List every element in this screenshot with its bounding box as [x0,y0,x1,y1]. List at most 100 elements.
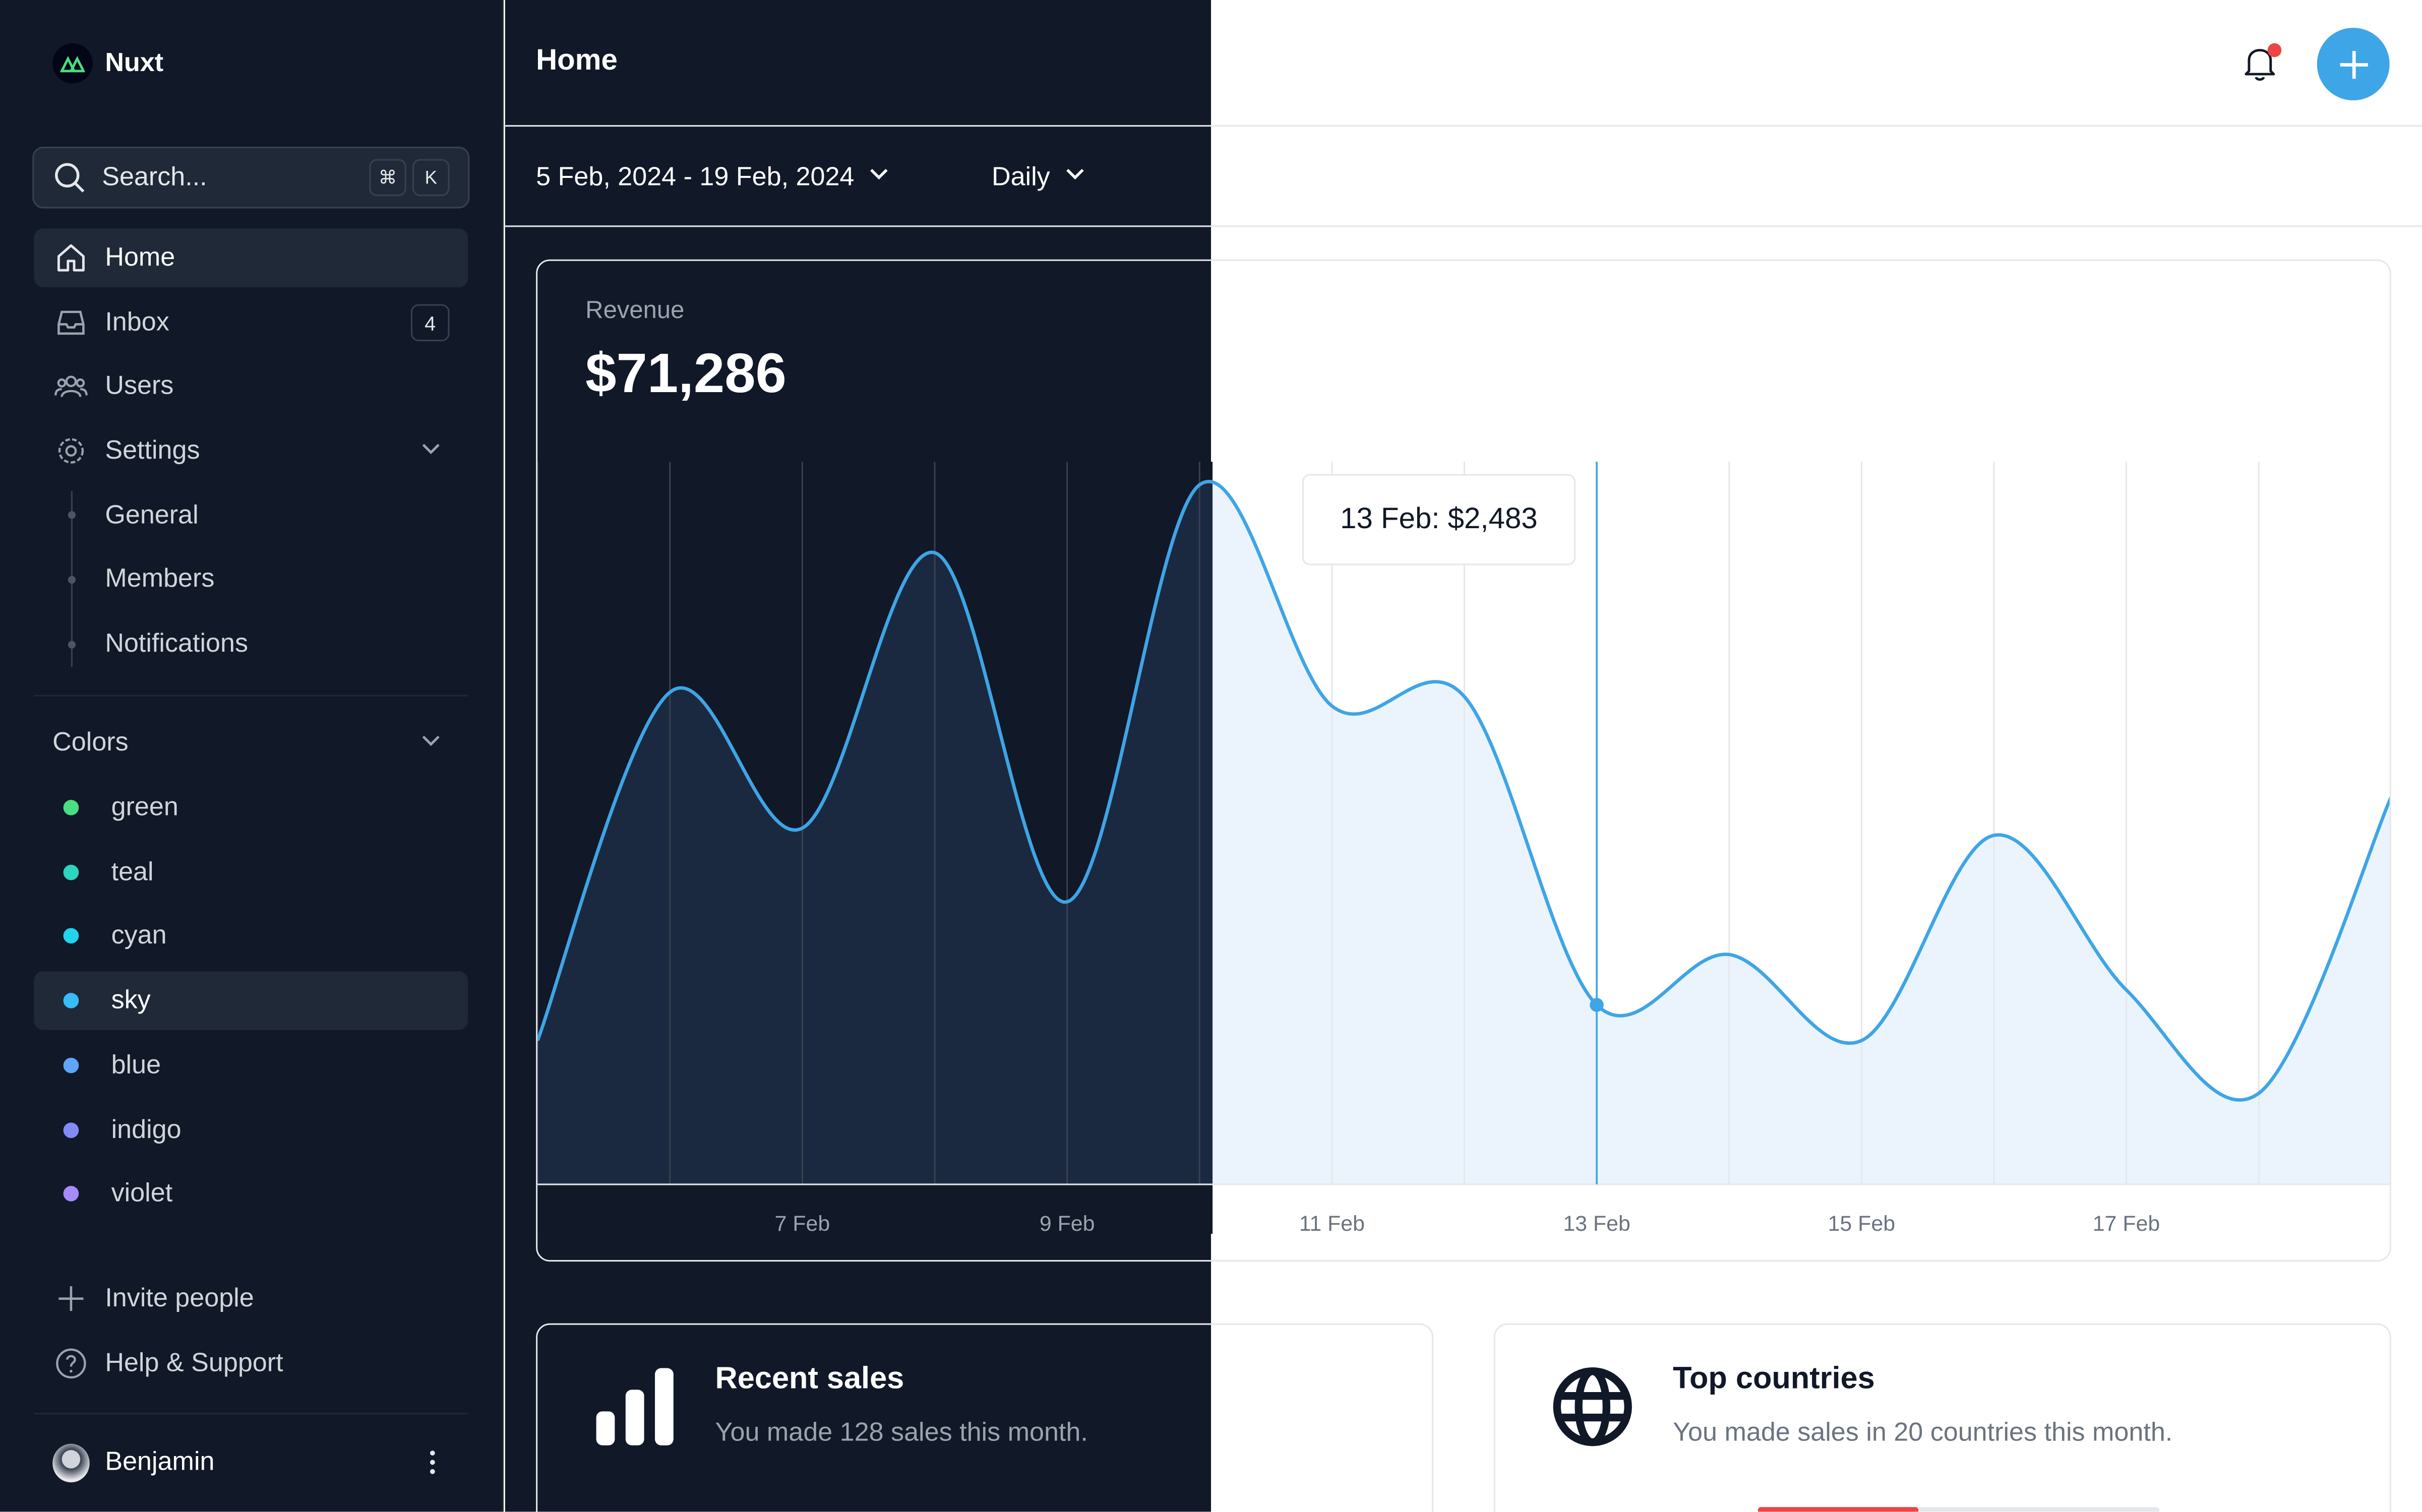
sidebar-item-inbox[interactable]: Inbox 4 [34,293,468,352]
top-countries-card: Top countries You made sales in 20 count… [1493,1323,2391,1512]
toolbar: 5 Feb, 2024 - 19 Feb, 2024 Daily [505,127,2422,227]
revenue-line [537,480,2390,1102]
color-item-cyan[interactable]: cyan [34,907,468,966]
chevron-down-icon [418,727,443,760]
divider [34,1413,468,1415]
x-tick-label: 13 Feb [1563,1212,1630,1234]
period-select[interactable]: Daily [992,161,1087,193]
sidebar-item-label: General [105,500,199,530]
color-item-violet[interactable]: violet [34,1165,468,1223]
sidebar-item-label: Inbox [105,307,169,337]
country-progress-fill [1758,1507,1919,1512]
color-item-green[interactable]: green [34,778,468,837]
sidebar-item-settings[interactable]: Settings [34,421,468,480]
inbox-icon [52,304,90,342]
color-dot [63,993,79,1009]
app-name: Nuxt [105,47,164,78]
plus-icon [52,1280,90,1317]
gear-icon [52,432,90,470]
sidebar-item-general[interactable]: General [34,486,468,545]
page-title: Home [536,44,618,78]
color-dot [63,928,79,944]
chevron-down-icon[interactable] [418,435,443,468]
date-range-picker[interactable]: 5 Feb, 2024 - 19 Feb, 2024 [536,161,891,193]
color-label: indigo [111,1114,181,1144]
color-dot [63,864,79,880]
color-item-sky[interactable]: sky [34,971,468,1030]
sidebar-item-label: Members [105,563,215,593]
invite-people-button[interactable]: Invite people [34,1269,468,1328]
main-content: Home 5 Feb, 2024 - 19 Feb, 2024 Daily Re… [505,0,2422,1512]
submenu-dot [68,511,76,519]
page-header: Home [505,0,2422,127]
color-label: cyan [111,921,167,951]
globe-icon [1552,1366,1632,1455]
notification-dot [2267,43,2282,57]
search-icon [52,161,86,195]
colors-group-label: Colors [52,727,129,757]
card-title: Top countries [1673,1362,1875,1396]
revenue-card: Revenue $71,286 7 Feb 9 Feb 11 Feb 13 Feb 15… [536,259,2391,1262]
color-label: teal [111,856,154,886]
chart-tooltip: 13 Feb: $2,483 [1302,474,1576,565]
sidebar-item-users[interactable]: Users [34,357,468,415]
chevron-down-icon [1062,161,1087,193]
x-tick-label: 9 Feb [1040,1212,1095,1234]
user-name: Benjamin [105,1446,215,1476]
sidebar-item-label: Home [105,242,175,272]
users-icon [52,367,90,405]
shortcut-key-cmd: ⌘ [369,159,406,197]
search-input[interactable]: Search... ⌘ K [32,147,470,209]
nuxt-logo-icon [52,43,93,84]
chart-area-dark [537,481,1213,1184]
color-dot [63,1186,79,1202]
x-tick-label: 11 Feb [1299,1212,1365,1234]
period-label: Daily [991,161,1050,191]
help-support-label: Help & Support [105,1348,283,1377]
date-range-label: 5 Feb, 2024 - 19 Feb, 2024 [536,161,855,191]
color-dot [63,1121,79,1138]
more-vertical-icon[interactable] [428,1448,437,1484]
color-label: violet [111,1178,173,1208]
app-logo[interactable]: Nuxt [52,43,163,84]
help-icon [52,1345,90,1382]
country-progress-bar [1758,1507,2160,1512]
color-item-indigo[interactable]: indigo [34,1100,468,1159]
color-item-blue[interactable]: blue [34,1036,468,1094]
create-button[interactable] [2317,28,2390,101]
sidebar-item-label: Notifications [105,628,249,658]
sidebar-item-label: Users [105,370,174,400]
colors-group-toggle[interactable]: Colors [34,713,468,772]
sidebar-item-home[interactable]: Home [34,228,468,287]
divider [34,695,468,697]
x-tick-label: 17 Feb [2093,1212,2160,1234]
sidebar-item-notifications[interactable]: Notifications [34,614,468,673]
sidebar-item-label: Settings [105,435,200,465]
submenu-dot [68,641,76,649]
revenue-chart[interactable]: 7 Feb 9 Feb 11 Feb 13 Feb 15 Feb 17 Feb [537,462,2391,1234]
recent-sales-card: Recent sales You made 128 sales this mon… [536,1323,1434,1512]
user-menu[interactable]: Benjamin [34,1433,468,1491]
shortcut-key-k: K [412,159,450,197]
card-title: Recent sales [715,1362,904,1396]
x-tick-label: 7 Feb [775,1212,830,1234]
x-tick-label: 15 Feb [1828,1212,1895,1234]
color-item-teal[interactable]: teal [34,843,468,901]
color-label: sky [111,985,151,1015]
color-label: green [111,792,178,822]
revenue-value: $71,286 [585,341,786,405]
avatar [52,1443,90,1482]
inbox-count-badge: 4 [410,304,450,342]
help-support-button[interactable]: Help & Support [34,1334,468,1393]
bell-icon[interactable] [2242,43,2279,91]
data-point-highlight[interactable] [1590,998,1604,1012]
chevron-down-icon [867,161,891,193]
sidebar: Nuxt Search... ⌘ K Home Inbox 4 Users Se… [0,0,504,1512]
search-placeholder: Search... [102,162,207,192]
home-icon [52,239,90,277]
bar-chart-icon [593,1365,676,1456]
invite-people-label: Invite people [105,1283,254,1313]
submenu-dot [68,576,76,584]
sidebar-item-members[interactable]: Members [34,550,468,608]
color-dot [63,800,79,815]
